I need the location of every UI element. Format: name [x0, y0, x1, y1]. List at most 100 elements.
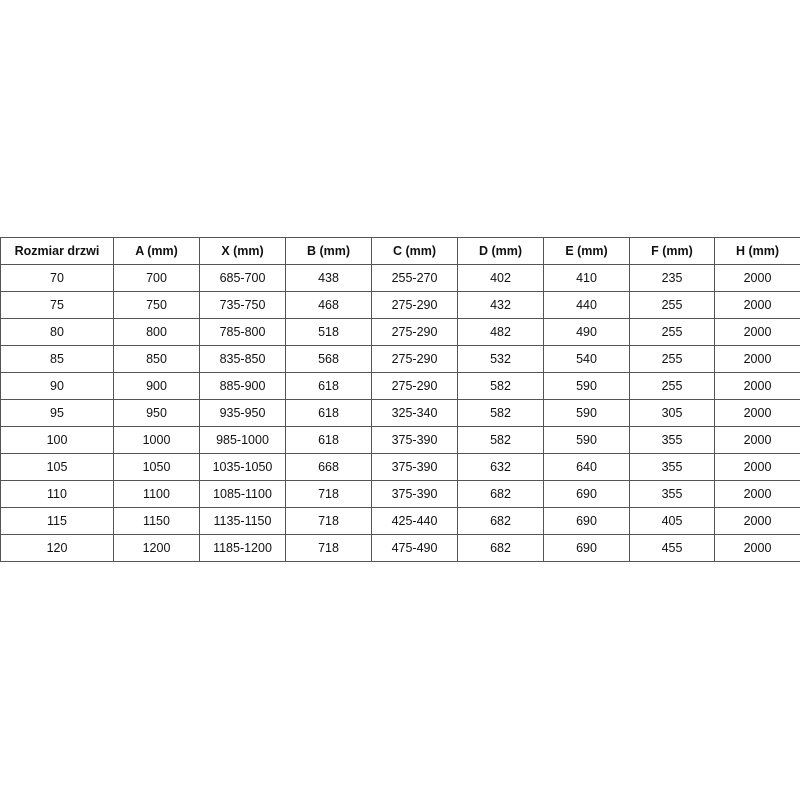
- table-cell: 2000: [714, 507, 800, 535]
- table-cell: 2000: [714, 318, 800, 346]
- table-cell: 80: [0, 318, 114, 346]
- table-cell: 355: [629, 426, 715, 454]
- table-cell: 475-490: [371, 534, 458, 562]
- table-cell: 532: [457, 345, 544, 373]
- table-row: 105 1050 1035-1050 668 375-390 632 640 355 2000: [0, 453, 800, 481]
- table-cell: 75: [0, 291, 114, 319]
- table-cell: 582: [457, 399, 544, 427]
- table-cell: 275-290: [371, 291, 458, 319]
- table-cell: 2000: [714, 480, 800, 508]
- table-cell: 455: [629, 534, 715, 562]
- table-cell: 718: [285, 534, 372, 562]
- table-cell: 235: [629, 264, 715, 292]
- table-cell: 568: [285, 345, 372, 373]
- table-cell: 2000: [714, 399, 800, 427]
- table-cell: 438: [285, 264, 372, 292]
- table-cell: 2000: [714, 372, 800, 400]
- table-cell: 885-900: [199, 372, 286, 400]
- table-cell: 402: [457, 264, 544, 292]
- table-cell: 518: [285, 318, 372, 346]
- table-cell: 590: [543, 426, 630, 454]
- column-header: D (mm): [457, 237, 544, 265]
- table-cell: 690: [543, 534, 630, 562]
- table-cell: 325-340: [371, 399, 458, 427]
- table-cell: 255: [629, 372, 715, 400]
- table-cell: 2000: [714, 291, 800, 319]
- table-cell: 618: [285, 372, 372, 400]
- column-header: Rozmiar drzwi: [0, 237, 114, 265]
- table-row: 95 950 935-950 618 325-340 582 590 305 2000: [0, 399, 800, 427]
- table-cell: 750: [113, 291, 200, 319]
- table-cell: 718: [285, 480, 372, 508]
- table-row: 70 700 685-700 438 255-270 402 410 235 2000: [0, 264, 800, 292]
- table-cell: 632: [457, 453, 544, 481]
- table-cell: 1050: [113, 453, 200, 481]
- table-cell: 490: [543, 318, 630, 346]
- table-cell: 375-390: [371, 480, 458, 508]
- door-size-table: Rozmiar drzwi A (mm) X (mm) B (mm) C (mm) D (…: [0, 237, 800, 562]
- table-row: 100 1000 985-1000 618 375-390 582 590 355 2000: [0, 426, 800, 454]
- table-cell: 90: [0, 372, 114, 400]
- column-header: B (mm): [285, 237, 372, 265]
- table-cell: 70: [0, 264, 114, 292]
- column-header: E (mm): [543, 237, 630, 265]
- table-cell: 935-950: [199, 399, 286, 427]
- table-cell: 2000: [714, 264, 800, 292]
- table-cell: 255: [629, 345, 715, 373]
- header-row: Rozmiar drzwi A (mm) X (mm) B (mm) C (mm) D (…: [0, 237, 800, 265]
- table-cell: 682: [457, 480, 544, 508]
- table-cell: 355: [629, 453, 715, 481]
- table-cell: 800: [113, 318, 200, 346]
- table-cell: 1100: [113, 480, 200, 508]
- table-row: 85 850 835-850 568 275-290 532 540 255 2000: [0, 345, 800, 373]
- table-cell: 432: [457, 291, 544, 319]
- table-cell: 105: [0, 453, 114, 481]
- table-cell: 2000: [714, 453, 800, 481]
- table-cell: 950: [113, 399, 200, 427]
- table-cell: 1000: [113, 426, 200, 454]
- table-cell: 1135-1150: [199, 507, 286, 535]
- table-cell: 275-290: [371, 372, 458, 400]
- table-cell: 1185-1200: [199, 534, 286, 562]
- table-cell: 85: [0, 345, 114, 373]
- table-cell: 468: [285, 291, 372, 319]
- table-cell: 375-390: [371, 426, 458, 454]
- table-cell: 110: [0, 480, 114, 508]
- table-cell: 850: [113, 345, 200, 373]
- table-cell: 355: [629, 480, 715, 508]
- table-cell: 618: [285, 399, 372, 427]
- table-row: 80 800 785-800 518 275-290 482 490 255 2000: [0, 318, 800, 346]
- table-row: 90 900 885-900 618 275-290 582 590 255 2000: [0, 372, 800, 400]
- table-cell: 590: [543, 399, 630, 427]
- table-cell: 100: [0, 426, 114, 454]
- table-cell: 425-440: [371, 507, 458, 535]
- table-cell: 682: [457, 507, 544, 535]
- table-row: 110 1100 1085-1100 718 375-390 682 690 355 2000: [0, 480, 800, 508]
- table-cell: 255-270: [371, 264, 458, 292]
- column-header: C (mm): [371, 237, 458, 265]
- table-cell: 985-1000: [199, 426, 286, 454]
- table-cell: 685-700: [199, 264, 286, 292]
- table-cell: 718: [285, 507, 372, 535]
- table-cell: 590: [543, 372, 630, 400]
- column-header: A (mm): [113, 237, 200, 265]
- table-cell: 275-290: [371, 345, 458, 373]
- table-cell: 785-800: [199, 318, 286, 346]
- table-row: 120 1200 1185-1200 718 475-490 682 690 455 2000: [0, 534, 800, 562]
- table-cell: 440: [543, 291, 630, 319]
- table-cell: 115: [0, 507, 114, 535]
- table-cell: 405: [629, 507, 715, 535]
- table-cell: 700: [113, 264, 200, 292]
- table-cell: 1035-1050: [199, 453, 286, 481]
- table-cell: 618: [285, 426, 372, 454]
- column-header: X (mm): [199, 237, 286, 265]
- table-cell: 540: [543, 345, 630, 373]
- table-cell: 275-290: [371, 318, 458, 346]
- table-row: 75 750 735-750 468 275-290 432 440 255 2000: [0, 291, 800, 319]
- table-cell: 410: [543, 264, 630, 292]
- table-cell: 640: [543, 453, 630, 481]
- table-cell: 682: [457, 534, 544, 562]
- table-cell: 482: [457, 318, 544, 346]
- table-cell: 1150: [113, 507, 200, 535]
- table-cell: 690: [543, 507, 630, 535]
